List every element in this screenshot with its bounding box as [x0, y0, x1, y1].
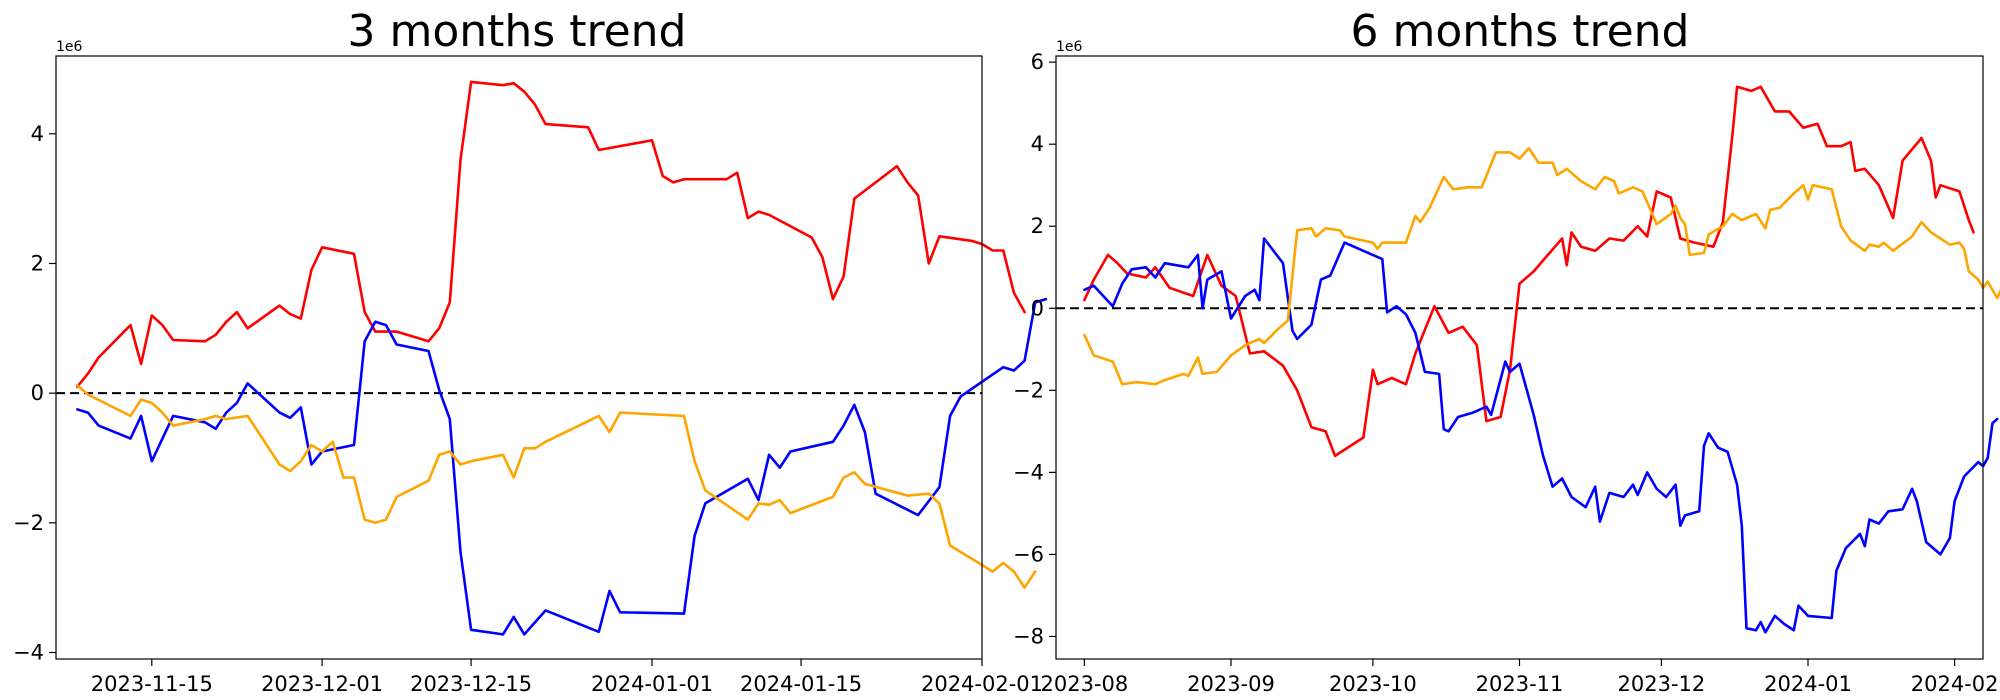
x-tick-label: 2023-11	[1476, 672, 1564, 696]
y-tick-label: −4	[13, 641, 44, 665]
series-line-2	[1083, 237, 1999, 634]
x-axis-ticks: 2023-08 2023-09 2023-10 2023-11 2023-12 2024-…	[1041, 659, 1999, 696]
y-tick-label: −4	[1013, 460, 1044, 484]
series-line-1	[76, 80, 1026, 388]
chart-3-months-trend: 3 months trend 1e6 2023-11-15 2023-12-01 2…	[13, 6, 1048, 696]
x-tick-label: 2023-11-15	[91, 672, 213, 696]
y-tick-label: 2	[1031, 214, 1044, 238]
y-tick-label: 4	[31, 122, 44, 146]
y-tick-label: 0	[31, 381, 44, 405]
y-tick-label: −8	[1013, 624, 1044, 648]
y-tick-label: 0	[1031, 296, 1044, 320]
y-axis-ticks: −4 −2 0 2 4	[13, 122, 56, 665]
x-tick-label: 2023-12-15	[410, 672, 532, 696]
chart-6-months-trend: 6 months trend 1e6 2023-08 2023-09 2023-10…	[1013, 6, 2000, 696]
y-tick-label: −2	[1013, 378, 1044, 402]
y-tick-label: −6	[1013, 542, 1044, 566]
x-tick-label: 2023-09	[1187, 672, 1275, 696]
series-line-2	[76, 297, 1048, 636]
plot-frame	[55, 55, 983, 660]
x-tick-label: 2023-12-01	[261, 672, 383, 696]
x-tick-label: 2024-01	[1764, 672, 1852, 696]
y-tick-label: −2	[13, 511, 44, 535]
y-tick-label: 2	[31, 251, 44, 275]
x-tick-label: 2024-02-01	[921, 672, 1043, 696]
series-layer	[1083, 85, 2000, 634]
series-line-3	[76, 384, 1037, 589]
x-tick-label: 2024-02	[1911, 672, 1999, 696]
chart-title: 3 months trend	[348, 6, 687, 57]
y-tick-label: 6	[1031, 50, 1044, 74]
x-tick-label: 2024-01-15	[740, 672, 862, 696]
y-tick-label: 4	[1031, 132, 1044, 156]
plot-frame	[1055, 55, 1984, 660]
series-line-3	[1083, 147, 2000, 386]
series-layer	[76, 80, 1048, 636]
y-offset-label: 1e6	[56, 39, 83, 55]
chart-title: 6 months trend	[1351, 6, 1690, 57]
x-tick-label: 2023-12	[1618, 672, 1706, 696]
y-offset-label: 1e6	[1056, 39, 1083, 55]
x-tick-label: 2023-08	[1041, 672, 1129, 696]
series-line-1	[1083, 85, 1975, 458]
x-tick-label: 2023-10	[1329, 672, 1417, 696]
x-tick-label: 2024-01-01	[591, 672, 713, 696]
x-axis-ticks: 2023-11-15 2023-12-01 2023-12-15 2024-01-01…	[91, 659, 1043, 696]
y-axis-ticks: −8 −6 −4 −2 0 2 4 6	[1013, 50, 1056, 648]
